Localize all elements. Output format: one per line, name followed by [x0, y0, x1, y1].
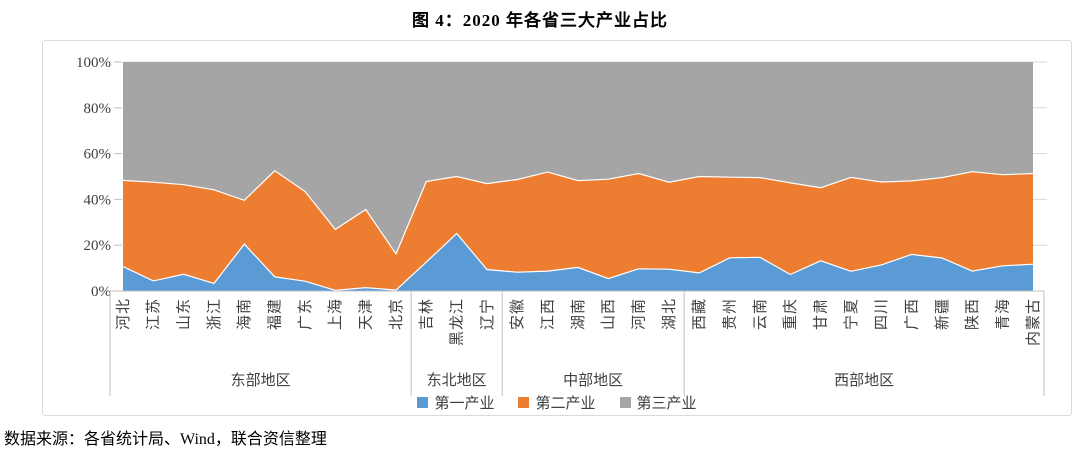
- area-primary: [123, 233, 1033, 291]
- region-group-label: 中部地区: [563, 372, 623, 389]
- legend-marker-icon: [417, 397, 429, 408]
- x-axis-label: 天津: [357, 298, 374, 330]
- legend-label: 第二产业: [535, 396, 596, 412]
- legend-item-2: 第二产业: [518, 392, 596, 413]
- area-secondary-boundary: [122, 170, 1034, 256]
- x-axis-label: 四川: [874, 298, 890, 330]
- x-axis-label: 海南: [236, 298, 253, 330]
- region-group-label: 东部地区: [231, 372, 291, 389]
- y-axis-label: 40%: [84, 192, 112, 208]
- y-axis-label: 0%: [91, 284, 111, 300]
- legend-marker-icon: [619, 397, 631, 408]
- x-axis-label: 青海: [994, 298, 1011, 330]
- x-axis-label: 河北: [115, 298, 132, 330]
- x-axis-label: 内蒙古: [1025, 298, 1042, 346]
- x-axis-label: 宁夏: [843, 298, 860, 330]
- area-primary-boundary: [122, 232, 1034, 291]
- chart-container: 0% 20% 40% 60% 80% 100% 河北 江苏 山东 浙江 海南 福建 广东 上海 天津 北京 吉林…: [42, 40, 1072, 416]
- x-axis-label: 广东: [297, 298, 314, 330]
- x-axis-label: 福建: [266, 298, 283, 330]
- x-axis-label: 北京: [388, 298, 405, 330]
- x-axis-label: 山西: [600, 298, 617, 330]
- y-axis-label: 100%: [76, 55, 111, 71]
- x-axis-label: 江苏: [145, 298, 162, 330]
- legend-item-3: 第三产业: [619, 392, 697, 413]
- x-axis-label: 吉林: [418, 298, 435, 330]
- legend-label: 第三产业: [636, 396, 697, 412]
- x-axis-label: 广西: [903, 298, 920, 330]
- chart-title: 图 4：2020 年各省三大产业占比: [412, 11, 668, 30]
- y-axis-label: 80%: [84, 101, 112, 117]
- region-group-label: 东北地区: [427, 372, 487, 389]
- x-axis-label: 江西: [539, 298, 556, 330]
- x-axis-label: 甘肃: [812, 298, 829, 330]
- x-axis-label: 西藏: [691, 298, 708, 330]
- x-axis-label: 新疆: [934, 298, 951, 330]
- x-axis-label: 湖北: [661, 298, 678, 330]
- y-axis-label: 60%: [84, 147, 112, 163]
- x-axis-label: 山东: [175, 298, 192, 330]
- stacked-area-chart: 0% 20% 40% 60% 80% 100% 河北 江苏 山东 浙江 海南 福建 广东 上海 天津 北京 吉林…: [76, 55, 1047, 396]
- x-axis-label: 河南: [630, 298, 647, 330]
- region-group-label: 西部地区: [834, 372, 894, 389]
- legend-label: 第一产业: [434, 396, 495, 412]
- x-axis-label: 浙江: [206, 298, 223, 330]
- x-axis-label: 陕西: [964, 298, 981, 330]
- data-source: 数据来源：各省统计局、Wind，联合资信整理: [4, 431, 327, 448]
- legend-item-1: 第一产业: [417, 392, 494, 413]
- x-axis-label: 重庆: [782, 298, 799, 330]
- y-axis-label: 20%: [84, 238, 112, 254]
- x-axis-label: 上海: [327, 298, 344, 330]
- x-axis-label: 安徽: [509, 298, 526, 330]
- x-axis-label: 贵州: [721, 298, 738, 330]
- x-axis-label: 黑龙江: [448, 298, 465, 346]
- legend-marker-icon: [518, 397, 530, 408]
- x-axis-label: 辽宁: [479, 298, 496, 330]
- chart-legend: 第一产业 第二产业 第三产业: [43, 392, 1071, 413]
- x-axis-label: 湖南: [570, 298, 587, 330]
- x-axis-label: 云南: [752, 298, 769, 330]
- area-secondary: [123, 170, 1033, 291]
